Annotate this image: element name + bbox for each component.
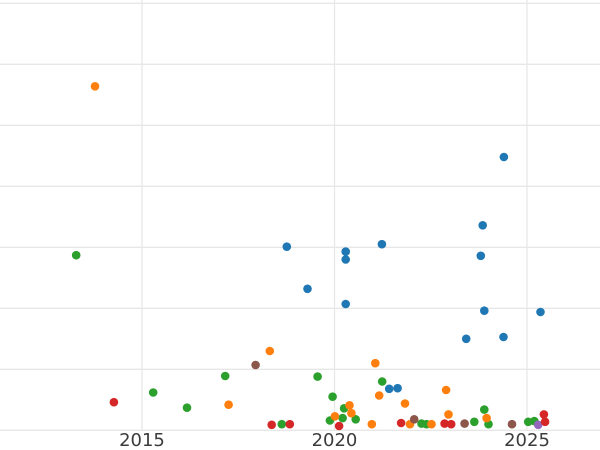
scatter-point-green-series: [470, 417, 479, 427]
scatter-point-green-series: [377, 377, 387, 386]
scatter-point-orange-series: [427, 419, 436, 429]
scatter-point-blue-series: [478, 221, 488, 230]
scatter-point-orange-series: [347, 408, 356, 418]
scatter-point-orange-series: [444, 410, 453, 419]
scatter-point-orange-series: [265, 346, 275, 356]
scatter-point-blue-series: [499, 332, 508, 342]
scatter-point-red-series: [440, 419, 449, 428]
scatter-point-green-series: [182, 403, 192, 413]
scatter-point-orange-series: [224, 400, 233, 410]
scatter-point-red-series: [285, 419, 295, 429]
scatter-point-green-series: [148, 388, 158, 397]
scatter-point-blue-series: [384, 384, 394, 394]
scatter-point-brown-series: [507, 419, 517, 429]
scatter-point-blue-series: [303, 284, 312, 294]
scatter-point-blue-series: [341, 255, 351, 264]
scatter-point-blue-series: [393, 383, 402, 393]
scatter-point-orange-series: [367, 419, 377, 429]
scatter-point-red-series: [539, 410, 549, 419]
scatter-point-blue-series: [341, 299, 351, 309]
scatter-point-orange-series: [482, 413, 491, 423]
scatter-point-orange-series: [441, 385, 451, 395]
scatter-point-red-series: [267, 420, 277, 430]
x-tick-label: 2020: [312, 430, 358, 450]
scatter-point-orange-series: [371, 358, 380, 368]
scatter-point-green-series: [71, 250, 81, 260]
scatter-point-red-series: [446, 419, 456, 429]
scatter-point-orange-series: [374, 391, 384, 400]
scatter-point-blue-series: [499, 152, 509, 162]
scatter-point-purple-series: [533, 420, 543, 430]
scatter-point-orange-series: [90, 82, 100, 91]
scatter-point-green-series: [338, 413, 347, 423]
scatter-point-brown-series: [409, 415, 419, 424]
scatter-point-blue-series: [480, 306, 489, 316]
scatter-point-green-series: [328, 392, 337, 402]
scatter-point-blue-series: [341, 247, 351, 256]
gridlines: [0, 0, 600, 431]
scatter-point-red-series: [396, 418, 406, 428]
scatter-point-orange-series: [330, 412, 340, 421]
scatter-point-green-series: [313, 372, 322, 381]
x-tick-label: 2025: [504, 430, 550, 450]
x-tick-label: 2015: [119, 430, 165, 450]
scatter-point-green-series: [351, 415, 361, 424]
scatter-point-red-series: [334, 421, 344, 431]
scatter-point-brown-series: [460, 419, 469, 428]
scatter-point-green-series: [277, 419, 287, 429]
scatter-point-blue-series: [461, 334, 471, 344]
scatter-point-red-series: [109, 397, 119, 407]
scatter-point-blue-series: [476, 251, 486, 261]
scatter-point-blue-series: [377, 239, 387, 249]
scatter-point-blue-series: [536, 307, 545, 317]
x-axis-tick-labels: 2015 2020 2025: [119, 430, 550, 450]
scatter-point-green-series: [480, 405, 489, 414]
scatter-point-blue-series: [282, 242, 292, 251]
scatter-point-orange-series: [345, 401, 354, 410]
scatter-point-red-series: [540, 417, 550, 427]
scatter-points: [71, 82, 550, 431]
scatter-point-brown-series: [251, 360, 260, 370]
scatter-point-green-series: [220, 371, 230, 381]
scatter-point-orange-series: [400, 399, 410, 408]
